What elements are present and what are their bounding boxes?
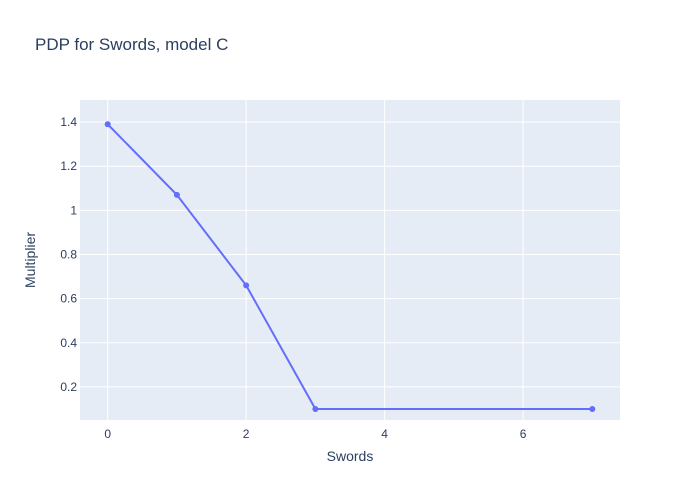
data-point xyxy=(104,121,111,128)
data-point xyxy=(312,405,319,412)
grid-lines xyxy=(80,100,620,420)
data-point xyxy=(173,191,180,198)
y-tick-label: 0.8 xyxy=(60,247,77,261)
y-tick-label: 0.4 xyxy=(60,336,77,350)
y-tick-label: 1.2 xyxy=(60,159,77,173)
y-tick-label: 0.2 xyxy=(60,380,77,394)
chart-title: PDP for Swords, model C xyxy=(35,35,228,54)
data-point xyxy=(243,282,250,289)
x-tick-label: 6 xyxy=(520,427,527,441)
x-tick-label: 0 xyxy=(104,427,111,441)
x-tick-label: 4 xyxy=(381,427,388,441)
plot-background xyxy=(80,100,620,420)
y-axis-label: Multiplier xyxy=(22,232,38,288)
x-axis-label: Swords xyxy=(327,448,374,464)
y-tick-label: 1.4 xyxy=(60,115,77,129)
data-series xyxy=(104,121,596,412)
data-point xyxy=(589,405,596,412)
x-tick-label: 2 xyxy=(243,427,250,441)
axis-ticks: 0 2 4 6 0.2 0.4 0.6 0.8 1 1.2 1.4 xyxy=(60,115,526,441)
y-tick-label: 0.6 xyxy=(60,292,77,306)
y-tick-label: 1 xyxy=(70,203,77,217)
